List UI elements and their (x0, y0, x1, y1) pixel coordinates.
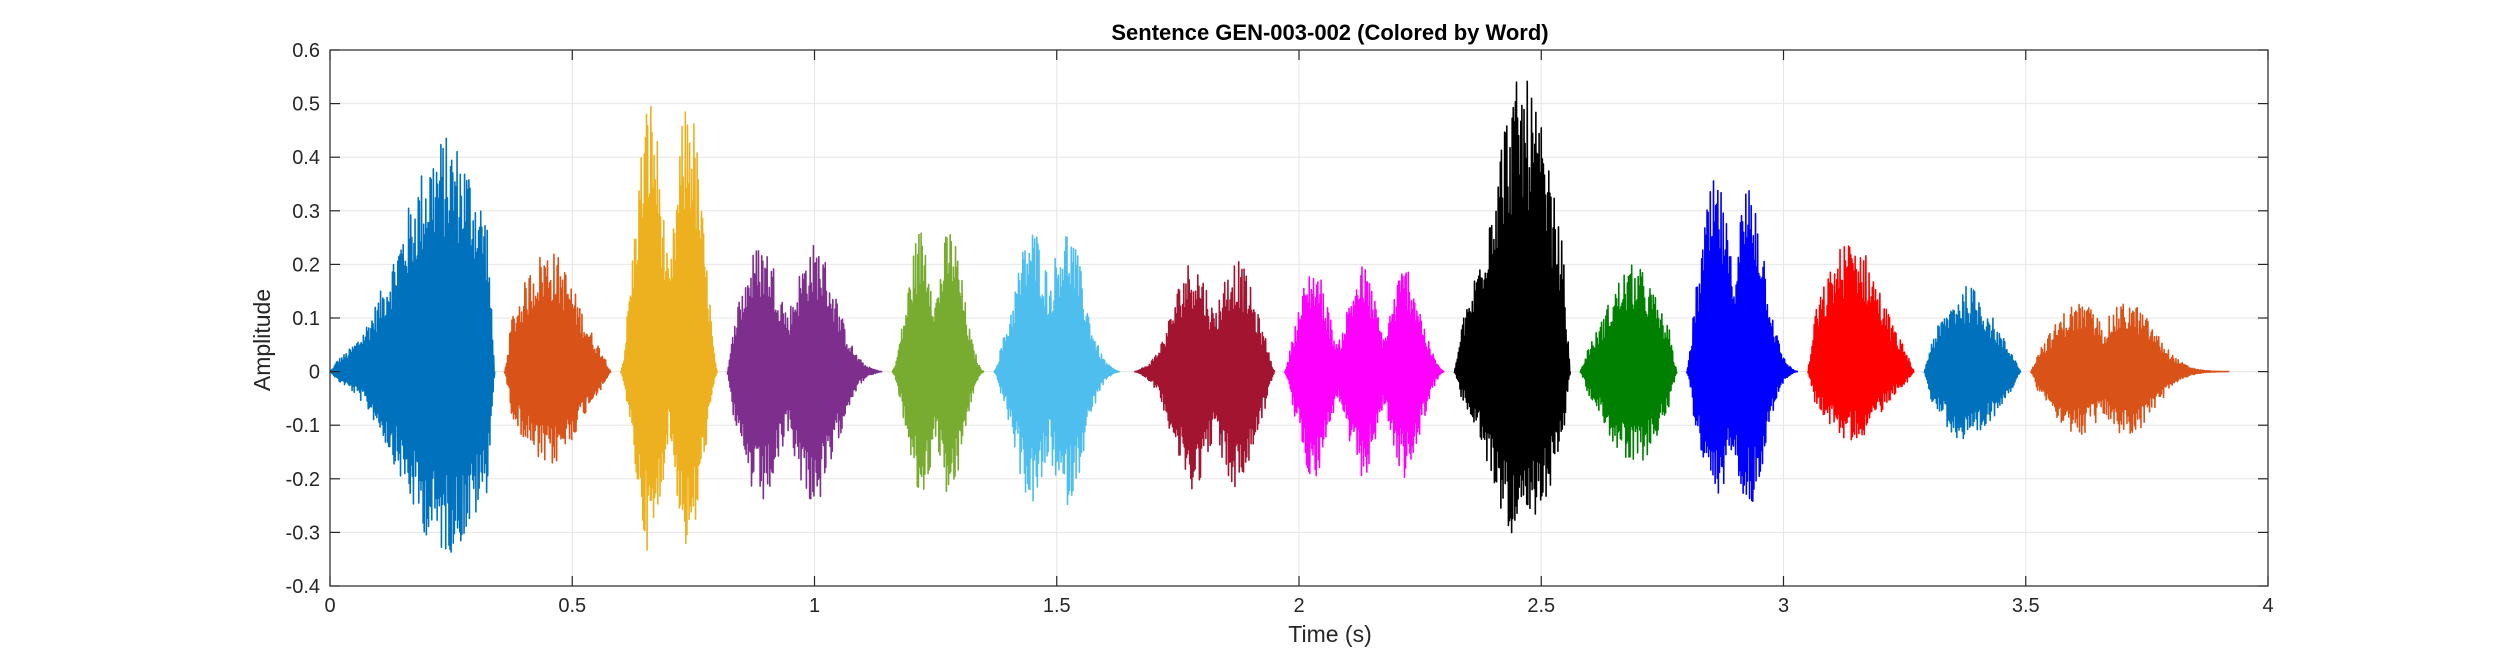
y-tick-label: 0.5 (292, 94, 320, 116)
word-segment-12 (1806, 245, 1915, 441)
y-tick-label: 0.4 (292, 147, 320, 169)
word-segment-8 (1283, 266, 1445, 479)
y-tick-label: 0.2 (292, 254, 320, 276)
y-tick-label: 0.6 (292, 40, 320, 62)
y-tick-label: -0.4 (286, 576, 320, 598)
axes (329, 49, 2269, 587)
x-tick-label: 1.5 (1043, 595, 1071, 617)
word-segment-4 (726, 244, 883, 500)
word-segment-3 (619, 105, 719, 551)
x-tick-label: 0 (324, 595, 335, 617)
waveform-segments (329, 80, 2230, 553)
x-tick-label: 3.5 (2012, 595, 2040, 617)
word-segment-6 (993, 234, 1120, 506)
word-segment-13 (1923, 285, 2022, 440)
word-segment-14 (2029, 303, 2230, 435)
y-tick-label: -0.3 (286, 522, 320, 544)
word-segment-7 (1134, 260, 1276, 490)
tick-labels: 0 0.5 1 1.5 2 2.5 3 3.5 4 -0.4 -0.3 -0.2 -0.1 0 0.1 0.2… (286, 40, 2274, 617)
y-tick-label: 0 (309, 362, 320, 384)
y-axis-label: Amplitude (249, 289, 275, 391)
word-segment-5 (891, 232, 985, 493)
word-segment-1 (329, 137, 496, 553)
x-tick-label: 1 (809, 595, 820, 617)
x-tick-label: 4 (2262, 595, 2273, 617)
x-tick-label: 0.5 (558, 595, 586, 617)
chart-title: Sentence GEN-003-002 (Colored by Word) (1111, 20, 1548, 45)
x-axis-label: Time (s) (1288, 621, 1371, 647)
y-tick-label: 0.1 (292, 308, 320, 330)
y-tick-label: -0.2 (286, 469, 320, 491)
x-tick-label: 2 (1293, 595, 1304, 617)
word-segment-10 (1579, 264, 1678, 461)
y-tick-label: 0.3 (292, 201, 320, 223)
word-segment-11 (1685, 180, 1799, 502)
y-tick-label: -0.1 (286, 415, 320, 437)
word-segment-9 (1453, 80, 1572, 534)
x-tick-label: 3 (1778, 595, 1789, 617)
x-tick-label: 2.5 (1527, 595, 1555, 617)
word-segment-2 (503, 253, 612, 464)
